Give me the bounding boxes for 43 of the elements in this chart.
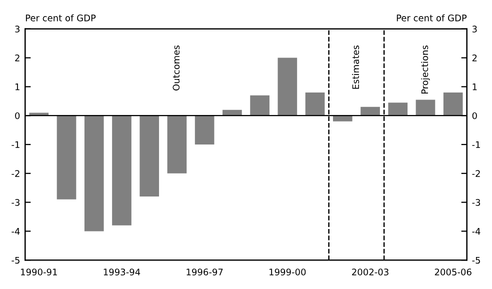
x-tick-label: 2002-03: [352, 268, 388, 276]
y-tick-label: -5: [12, 256, 20, 264]
y2-tick-label: -3: [472, 199, 480, 206]
bar: [443, 92, 463, 116]
x-tick-label: 1999-00: [270, 268, 306, 276]
y2-tick-label: 3: [472, 26, 477, 32]
annotation: Projections: [421, 46, 430, 94]
bar: [388, 102, 408, 116]
y2-tick-label: 0: [472, 112, 477, 120]
y-tick-label: 3: [15, 26, 20, 32]
y2-tick-label: 1: [472, 84, 477, 90]
bar: [56, 116, 76, 200]
y-tick-label: -1: [12, 141, 20, 148]
bar: [84, 116, 104, 232]
bar: [360, 106, 380, 116]
y2-tick-label: 2: [472, 54, 477, 62]
y2-tick-label: -4: [472, 228, 480, 235]
bar: [140, 116, 160, 197]
y-tick-label: 0: [15, 112, 20, 120]
y-tick-label: -2: [12, 170, 20, 177]
y2-axis-title: Per cent of GDP: [396, 14, 467, 22]
y-tick-label: -3: [12, 199, 20, 206]
y-axis-title: Per cent of GDP: [26, 14, 96, 22]
x-tick-label: 1990-91: [21, 268, 57, 276]
annotation: Estimates: [352, 46, 360, 89]
y2-tick-label: -2: [472, 170, 480, 177]
bar: [194, 116, 214, 144]
y2-tick-label: -1: [472, 141, 480, 148]
bar: [250, 95, 270, 116]
x-tick-label: 1993-94: [104, 268, 140, 276]
bar: [416, 100, 436, 116]
bar: [278, 58, 298, 116]
y2-tick-label: -5: [472, 256, 480, 264]
annotation: Outcomes: [172, 46, 180, 90]
bar: [112, 116, 132, 226]
bar: [332, 116, 352, 122]
y-tick-label: 2: [15, 54, 20, 62]
y-tick-label: 1: [15, 84, 20, 90]
x-tick-label: 2005-06: [434, 268, 472, 276]
bar: [167, 116, 187, 174]
x-tick-label: 1996-97: [186, 268, 223, 276]
y-tick-label: -4: [12, 228, 20, 235]
bar: [305, 92, 325, 116]
